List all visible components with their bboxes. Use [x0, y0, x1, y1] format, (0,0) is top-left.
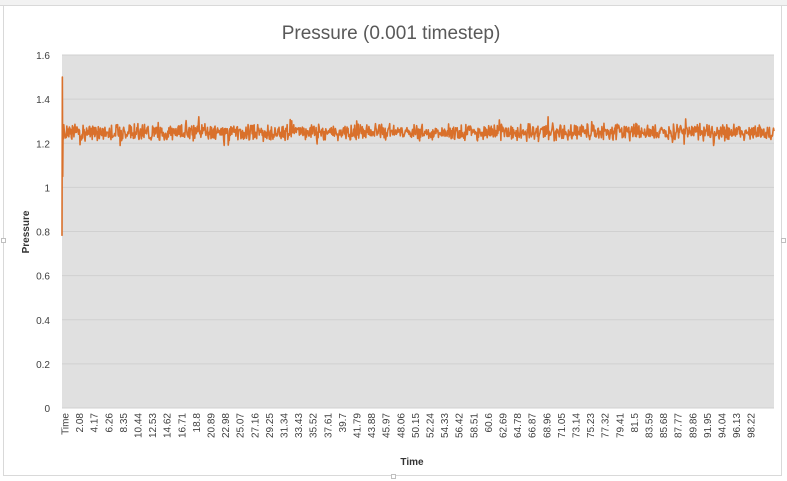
- x-tick-labels: Time 2.08 4.17 6.26 8.35 10.44 12.53 14.62 16.71…: [61, 413, 758, 438]
- y-tick-label: 1.2: [36, 139, 50, 150]
- x-tick-label: 14.62: [163, 413, 174, 438]
- pressure-series-line: [61, 76, 775, 236]
- x-tick-label: 20.89: [207, 413, 218, 438]
- x-tick-label: 18.8: [192, 413, 203, 433]
- y-tick-label: 0.8: [36, 228, 50, 239]
- x-tick-label: 10.44: [134, 413, 145, 438]
- x-tick-label: 98.22: [747, 413, 758, 438]
- x-tick-label: 91.95: [703, 413, 714, 438]
- x-tick-label: 89.86: [688, 413, 699, 438]
- x-tick-label: 85.68: [659, 413, 670, 438]
- y-tick-labels: 0 0.2 0.4 0.6 0.8 1 1.2 1.4 1.6: [36, 51, 50, 415]
- x-tick-label: 58.51: [469, 413, 480, 438]
- x-tick-label: 22.98: [221, 413, 232, 438]
- x-tick-label: 83.59: [645, 413, 656, 438]
- x-tick-label: 94.04: [718, 413, 729, 438]
- x-tick-label: 62.69: [499, 413, 510, 438]
- x-tick-label: 77.32: [601, 413, 612, 438]
- x-axis-label: Time: [400, 457, 424, 468]
- x-tick-label: 31.34: [280, 413, 291, 438]
- x-tick-label: 48.06: [396, 413, 407, 438]
- x-tick-label: 37.61: [323, 413, 334, 438]
- x-tick-label: 43.88: [367, 413, 378, 438]
- x-tick-label: 4.17: [90, 413, 101, 433]
- x-tick-label: 39.7: [338, 413, 349, 433]
- y-tick-label: 0.6: [36, 272, 50, 283]
- y-tick-label: 1: [44, 183, 50, 194]
- y-tick-label: 0.2: [36, 360, 50, 371]
- y-tick-label: 1.4: [36, 95, 50, 106]
- resize-handle-right[interactable]: [781, 238, 786, 243]
- x-tick-label: 96.13: [732, 413, 743, 438]
- resize-handle-bottom[interactable]: [391, 474, 396, 479]
- resize-handle-left[interactable]: [1, 238, 6, 243]
- y-tick-label: 1.6: [36, 51, 50, 62]
- y-tick-label: 0: [44, 404, 50, 415]
- x-tick-label: 71.05: [557, 413, 568, 438]
- x-tick-label: 33.43: [294, 413, 305, 438]
- x-tick-label: 60.6: [484, 413, 495, 433]
- x-tick-label: Time: [61, 413, 72, 435]
- x-tick-label: 54.33: [440, 413, 451, 438]
- y-tick-label: 0.4: [36, 316, 50, 327]
- x-tick-label: 16.71: [177, 413, 188, 438]
- x-tick-label: 25.07: [236, 413, 247, 438]
- chart-title: Pressure (0.001 timestep): [282, 23, 501, 44]
- x-tick-label: 27.16: [250, 413, 261, 438]
- x-tick-label: 79.41: [615, 413, 626, 438]
- x-tick-label: 75.23: [586, 413, 597, 438]
- y-axis-label: Pressure: [21, 210, 32, 253]
- x-tick-label: 81.5: [630, 413, 641, 433]
- x-tick-label: 50.15: [411, 413, 422, 438]
- x-tick-label: 12.53: [148, 413, 159, 438]
- x-tick-label: 6.26: [104, 413, 115, 433]
- x-tick-label: 87.77: [674, 413, 685, 438]
- x-tick-label: 56.42: [455, 413, 466, 438]
- x-tick-label: 45.97: [382, 413, 393, 438]
- x-tick-label: 64.78: [513, 413, 524, 438]
- x-tick-label: 29.25: [265, 413, 276, 438]
- x-tick-label: 8.35: [119, 413, 130, 433]
- x-tick-label: 41.79: [353, 413, 364, 438]
- x-tick-label: 35.52: [309, 413, 320, 438]
- x-tick-label: 68.96: [542, 413, 553, 438]
- x-tick-label: 66.87: [528, 413, 539, 438]
- x-tick-label: 2.08: [75, 413, 86, 433]
- x-tick-label: 52.24: [426, 413, 437, 438]
- gridlines: [62, 54, 774, 409]
- x-tick-label: 73.14: [572, 413, 583, 438]
